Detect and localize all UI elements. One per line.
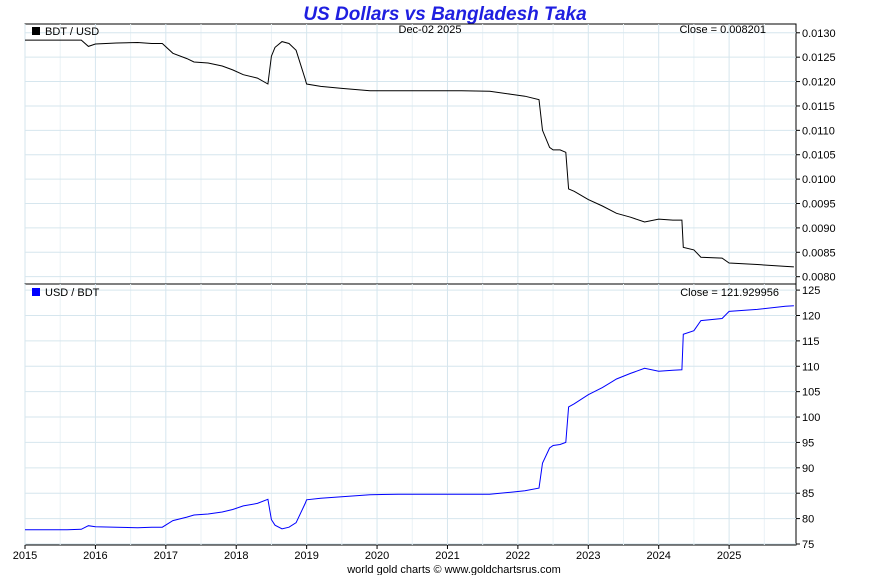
legend-swatch-bdt-usd bbox=[32, 27, 40, 35]
xtick-label-2024: 2024 bbox=[646, 550, 670, 562]
ytick-label-bottom-2: 85 bbox=[802, 488, 814, 500]
xtick-label-2025: 2025 bbox=[717, 550, 741, 562]
xtick-label-2015: 2015 bbox=[13, 550, 37, 562]
xtick-label-2020: 2020 bbox=[365, 550, 389, 562]
ytick-label-bottom-3: 90 bbox=[802, 463, 814, 475]
series-line-bdt-usd bbox=[25, 39, 794, 268]
close-label-bottom: Close = 121.929956 bbox=[680, 287, 779, 299]
y-axis-bottom: 75 80 85 90 95 100 105 110 115 120 125 bbox=[796, 285, 820, 551]
ytick-label-bottom-0: 75 bbox=[802, 539, 814, 551]
xtick-label-2021: 2021 bbox=[435, 550, 459, 562]
x-axis: 2015 2016 2017 2018 2019 2020 2021 2022 2023 2024… bbox=[13, 545, 741, 562]
xtick-label-2018: 2018 bbox=[224, 550, 248, 562]
ytick-label-top-8: 0.0120 bbox=[802, 77, 836, 89]
ytick-label-top-5: 0.0105 bbox=[802, 150, 836, 162]
ytick-label-top-1: 0.0085 bbox=[802, 247, 836, 259]
ytick-label-top-6: 0.0110 bbox=[802, 125, 835, 137]
xtick-label-2017: 2017 bbox=[154, 550, 178, 562]
xtick-label-2019: 2019 bbox=[294, 550, 318, 562]
grid-top bbox=[24, 24, 796, 284]
ytick-label-top-3: 0.0095 bbox=[802, 199, 836, 211]
ytick-label-top-9: 0.0125 bbox=[802, 52, 836, 64]
ytick-label-bottom-4: 95 bbox=[802, 437, 814, 449]
xtick-label-2023: 2023 bbox=[576, 550, 600, 562]
grid-bottom bbox=[24, 284, 796, 545]
chart-title: US Dollars vs Bangladesh Taka bbox=[303, 4, 587, 25]
legend-label-bdt-usd: BDT / USD bbox=[45, 26, 99, 38]
date-label: Dec-02 2025 bbox=[399, 24, 462, 36]
ytick-label-bottom-10: 125 bbox=[802, 285, 820, 297]
legend-label-usd-bdt: USD / BDT bbox=[45, 287, 100, 299]
ytick-label-bottom-8: 115 bbox=[802, 336, 820, 348]
legend-swatch-usd-bdt bbox=[32, 288, 40, 296]
footer-credit: world gold charts © www.goldchartsrus.co… bbox=[346, 564, 561, 575]
ytick-label-bottom-1: 80 bbox=[802, 514, 814, 526]
panel-bottom: USD / BDT Close = 121.929956 75 80 85 90 95 1… bbox=[24, 283, 820, 551]
xtick-label-2022: 2022 bbox=[506, 550, 530, 562]
panel-top-frame bbox=[24, 23, 797, 285]
panel-bottom-frame bbox=[24, 283, 797, 546]
series-line-usd-bdt bbox=[25, 305, 794, 531]
ytick-label-top-2: 0.0090 bbox=[802, 223, 836, 235]
ytick-label-top-4: 0.0100 bbox=[802, 174, 836, 186]
ytick-label-bottom-6: 105 bbox=[802, 387, 820, 399]
ytick-label-bottom-5: 100 bbox=[802, 412, 820, 424]
ytick-label-top-7: 0.0115 bbox=[802, 101, 835, 113]
ytick-label-top-10: 0.0130 bbox=[802, 28, 836, 40]
ytick-label-bottom-7: 110 bbox=[802, 361, 820, 373]
ytick-label-bottom-9: 120 bbox=[802, 310, 820, 322]
y-axis-top: 0.0080 0.0085 0.0090 0.0095 0.0100 0.0105 0.01… bbox=[796, 28, 836, 284]
close-label-top: Close = 0.008201 bbox=[679, 24, 766, 36]
xtick-label-2016: 2016 bbox=[83, 550, 107, 562]
panel-top: BDT / USD Dec-02 2025 Close = 0.008201 0… bbox=[24, 23, 836, 285]
ytick-label-top-0: 0.0080 bbox=[802, 272, 836, 284]
